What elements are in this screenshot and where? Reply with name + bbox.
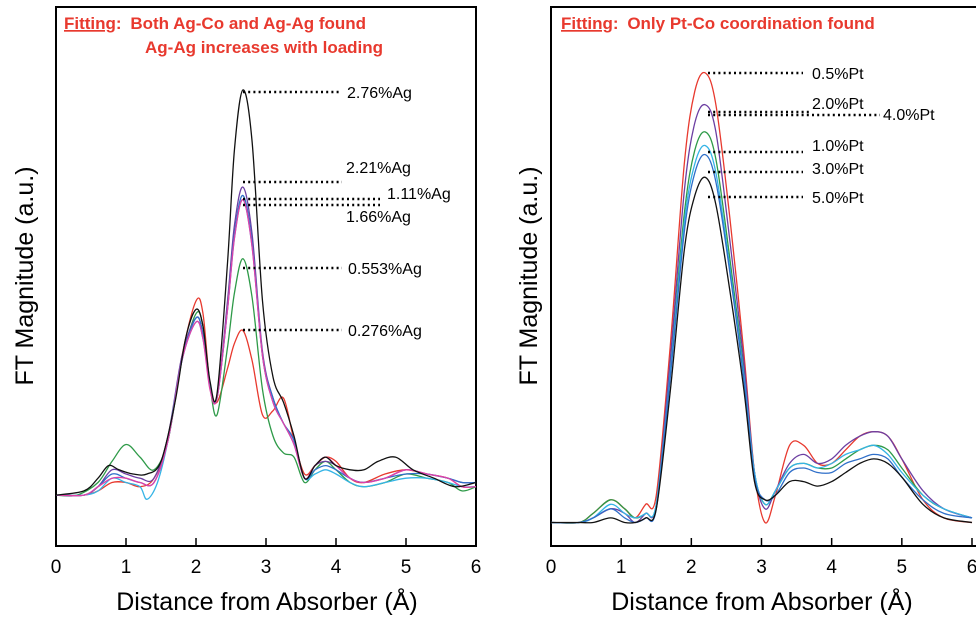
fitting-title-line-1: Fitting: Only Pt-Co coordination found (561, 14, 875, 33)
peak-label-0.553: 0.553%Ag (348, 261, 422, 278)
peak-label-1.11: 1.11%Ag (387, 186, 451, 203)
x-tick-label: 4 (826, 557, 837, 578)
x-tick-label: 4 (331, 557, 342, 578)
series-line-2 (550, 103, 973, 524)
x-tick-label: 5 (401, 557, 412, 578)
x-tick-label: 6 (967, 557, 976, 578)
x-tick-label: 0 (51, 557, 62, 578)
y-axis-label: FT Magnitude (a.u.) (11, 166, 39, 385)
fitting-text-1: Only Pt-Co coordination found (627, 14, 874, 33)
peak-label-5.0: 5.0%Pt (812, 190, 864, 207)
series-line-5 (551, 176, 973, 524)
x-tick-label: 0 (546, 557, 557, 578)
fitting-key: Fitting (64, 14, 116, 33)
x-tick-label: 3 (261, 557, 272, 578)
plot-frame (550, 6, 976, 547)
series-line-3 (550, 144, 973, 524)
series-line-4 (55, 199, 477, 500)
x-tick-label: 5 (897, 557, 908, 578)
panel-pt: Fitting: Only Pt-Co coordination found F… (515, 6, 976, 616)
fitting-title-line-2: Ag-Ag increases with loading (145, 38, 383, 57)
peak-label-2.0: 2.0%Pt (812, 96, 864, 113)
peak-annotations: 0.5%Pt 2.0%Pt 4.0%Pt 1.0%Pt 3.0%Pt 5.0%P… (708, 66, 935, 207)
fitting-colon: : (116, 14, 126, 33)
fitting-colon: : (613, 14, 623, 33)
x-tick-label: 2 (686, 557, 697, 578)
series-lines (550, 71, 973, 524)
x-tick-label: 2 (191, 557, 202, 578)
series-line-1 (550, 131, 973, 524)
peak-label-1.66: 1.66%Ag (346, 209, 411, 226)
series-lines (55, 89, 477, 500)
x-ticks: 0 1 2 3 4 5 6 (51, 538, 482, 578)
x-tick-label: 1 (121, 557, 132, 578)
series-line-6 (55, 89, 477, 496)
peak-label-2.21: 2.21%Ag (346, 160, 411, 177)
x-axis-label: Distance from Absorber (Å) (611, 586, 913, 616)
x-tick-label: 6 (471, 557, 482, 578)
y-axis-label: FT Magnitude (a.u.) (515, 166, 543, 385)
peak-annotations: 2.76%Ag 2.21%Ag 1.11%Ag 1.66%Ag 0.553%Ag… (243, 85, 451, 340)
peak-label-0.276: 0.276%Ag (348, 323, 422, 340)
peak-label-3.0: 3.0%Pt (812, 161, 864, 178)
fitting-key: Fitting (561, 14, 613, 33)
peak-label-0.5: 0.5%Pt (812, 66, 864, 83)
x-ticks: 0 1 2 3 4 5 6 (546, 538, 976, 578)
fitting-title-line-1: Fitting: Both Ag-Co and Ag-Ag found (64, 14, 366, 33)
x-tick-label: 1 (616, 557, 627, 578)
series-line-5 (55, 199, 477, 497)
series-line-0 (550, 71, 973, 524)
series-line-2 (55, 186, 477, 497)
series-line-4 (550, 153, 973, 524)
panel-ag: Fitting: Both Ag-Co and Ag-Ag found Ag-A… (11, 6, 482, 616)
peak-label-4.0: 4.0%Pt (883, 107, 935, 124)
fitting-text-1: Both Ag-Co and Ag-Ag found (130, 14, 366, 33)
peak-label-1.0: 1.0%Pt (812, 138, 864, 155)
x-axis-label: Distance from Absorber (Å) (116, 586, 418, 616)
series-line-0 (55, 297, 477, 497)
peak-label-2.76: 2.76%Ag (347, 85, 412, 102)
x-tick-label: 3 (756, 557, 767, 578)
